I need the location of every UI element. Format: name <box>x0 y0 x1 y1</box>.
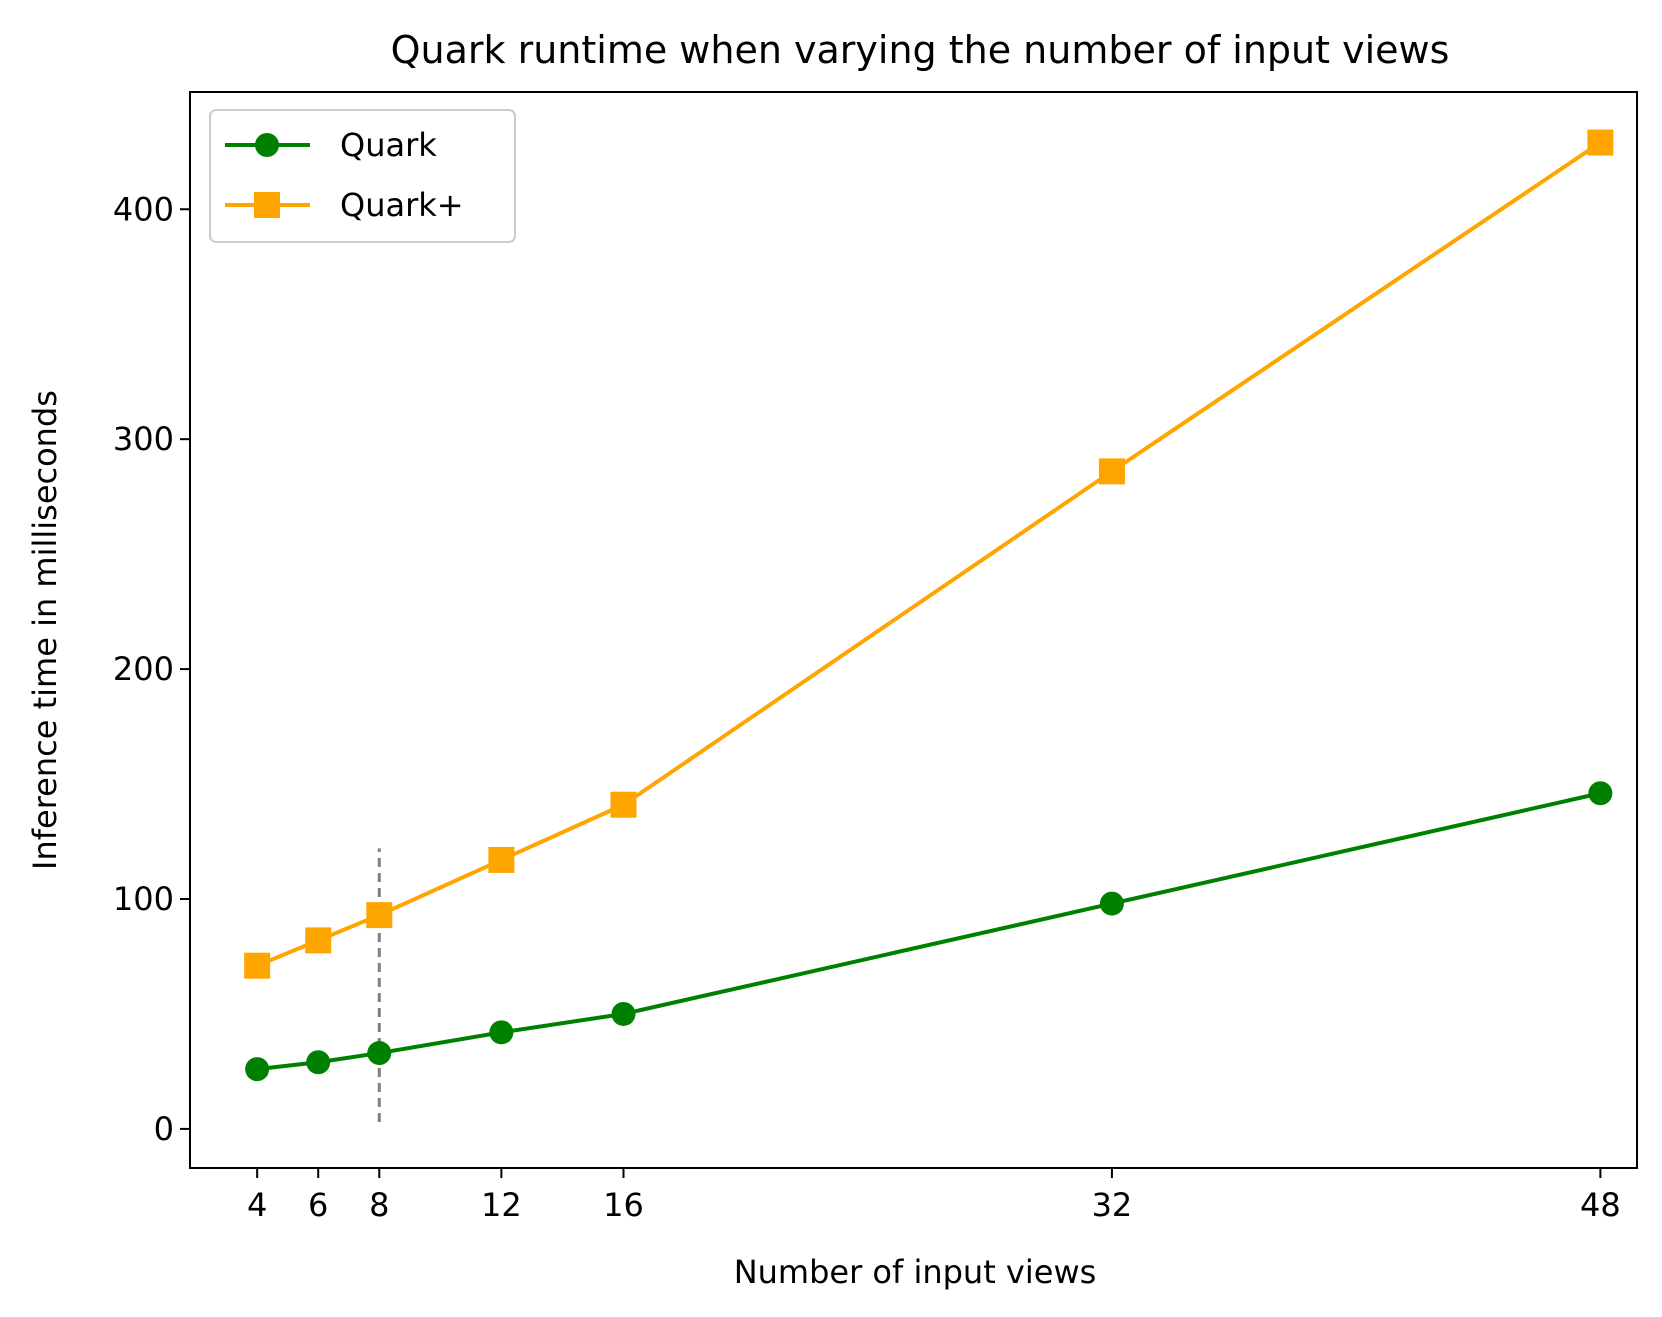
legend: Quark Quark+ <box>209 109 516 243</box>
plot-area <box>244 129 1614 1123</box>
series-quark-plus <box>244 129 1614 979</box>
x-tick-label: 12 <box>481 1186 522 1224</box>
x-tick-label: 8 <box>369 1186 389 1224</box>
data-point <box>1098 458 1125 485</box>
series-line-1 <box>256 140 1602 968</box>
data-point <box>489 1020 514 1045</box>
data-point <box>305 927 332 954</box>
data-point <box>610 791 637 818</box>
legend-item: Quark <box>225 126 437 164</box>
data-point <box>611 1001 636 1026</box>
legend-marker <box>255 133 279 157</box>
data-point <box>1588 781 1613 806</box>
x-tick-label: 4 <box>247 1186 267 1224</box>
legend-marker <box>254 192 280 218</box>
data-point <box>367 1041 392 1066</box>
y-axis-title: Inference time in milliseconds <box>26 390 64 870</box>
y-tick-label: 0 <box>154 1110 174 1148</box>
data-point <box>366 902 393 929</box>
legend-item: Quark+ <box>225 186 464 224</box>
y-axis: 0 100 200 300 400 <box>113 190 190 1148</box>
data-point <box>306 1050 331 1075</box>
x-tick-label: 6 <box>308 1186 328 1224</box>
chart-title: Quark runtime when varying the number of… <box>391 28 1450 72</box>
x-tick-label: 32 <box>1092 1186 1133 1224</box>
data-point <box>245 1057 270 1082</box>
x-axis-title: Number of input views <box>734 1253 1097 1291</box>
y-tick-label: 200 <box>113 650 174 688</box>
x-tick-label: 48 <box>1580 1186 1621 1224</box>
legend-label: Quark+ <box>340 186 464 224</box>
y-tick-label: 400 <box>113 190 174 228</box>
data-point <box>244 952 271 979</box>
y-tick-label: 100 <box>113 880 174 918</box>
series-quark <box>245 781 1613 1082</box>
y-tick-label: 300 <box>113 420 174 458</box>
data-point <box>1099 891 1124 916</box>
data-point <box>1587 129 1614 156</box>
x-axis: 4 6 8 12 16 32 48 <box>247 1168 1621 1224</box>
plot-frame <box>189 91 1638 1169</box>
data-point <box>488 846 515 873</box>
legend-label: Quark <box>340 126 437 164</box>
series-line-0 <box>256 791 1601 1072</box>
x-tick-label: 16 <box>603 1186 644 1224</box>
